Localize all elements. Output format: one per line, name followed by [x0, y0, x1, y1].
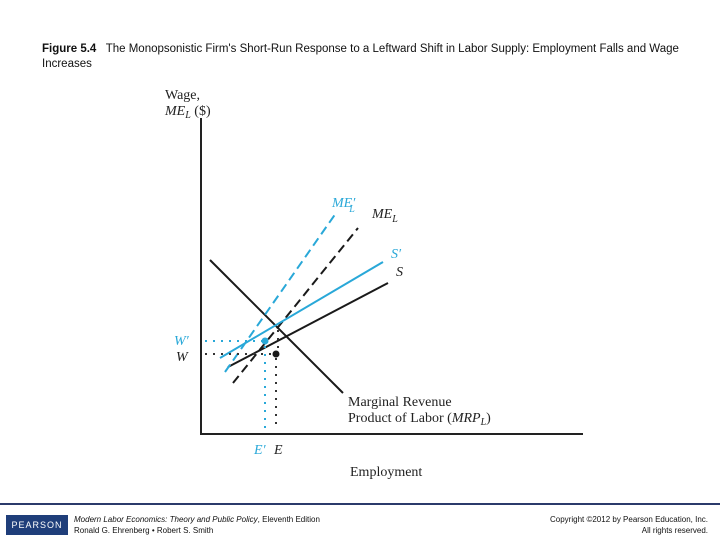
me-prime-label: ME′L — [331, 196, 356, 215]
equilibrium-point-original — [272, 350, 280, 358]
book-credit: Modern Labor Economics: Theory and Publi… — [74, 514, 320, 536]
figure-number: Figure 5.4 — [42, 43, 97, 55]
book-authors: Ronald G. Ehrenberg • Robert S. Smith — [74, 526, 214, 535]
y-axis-label-line2: MEL ($) — [164, 104, 211, 121]
s-prime-label: S′ — [391, 247, 402, 262]
figure-title: The Monopsonistic Firm's Short-Run Respo… — [42, 43, 679, 70]
me-curve — [232, 227, 359, 384]
book-edition: , Eleventh Edition — [257, 515, 320, 524]
mrp-label-line2: Product of Labor (MRPL) — [348, 411, 491, 428]
e-label: E — [273, 443, 283, 458]
supply-curve-s-prime — [219, 261, 384, 359]
supply-curve-s — [227, 282, 389, 368]
me-prime-curve — [224, 212, 337, 373]
equilibrium-point-shifted — [261, 337, 269, 345]
w-prime-label: W′ — [174, 334, 190, 349]
me-label: MEL — [371, 207, 398, 225]
book-title: Modern Labor Economics: Theory and Publi… — [74, 515, 258, 524]
copyright: Copyright ©2012 by Pearson Education, In… — [550, 515, 708, 535]
mrp-curve — [209, 259, 344, 394]
monopsony-diagram: Wage, MEL ($) ME′L MEL S′ S W′ W E′ E Ma… — [164, 88, 583, 480]
y-axis-label: Wage, — [165, 88, 200, 103]
mrp-label-line1: Marginal Revenue — [348, 395, 452, 410]
x-axis-label: Employment — [350, 465, 422, 480]
figure-caption: Figure 5.4 The Monopsonistic Firm's Shor… — [42, 42, 692, 72]
s-label: S — [396, 265, 403, 280]
footer: PEARSON Modern Labor Economics: Theory a… — [0, 503, 720, 542]
w-label: W — [176, 350, 189, 365]
pearson-logo: PEARSON — [6, 515, 68, 535]
e-prime-label: E′ — [253, 443, 267, 458]
